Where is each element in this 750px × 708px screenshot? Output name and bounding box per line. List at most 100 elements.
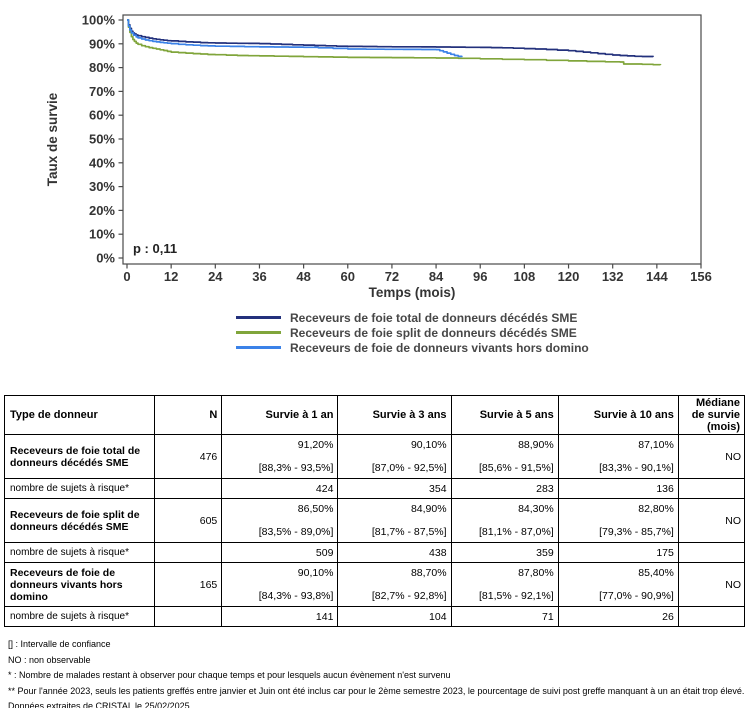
x-axis-title: Temps (mois) xyxy=(369,285,456,300)
survival-estimate: 88,70% xyxy=(410,567,447,579)
at-risk-count-cell: 136 xyxy=(557,478,679,499)
survival-estimate: 86,50% xyxy=(297,503,334,515)
confidence-interval: [83,3% - 90,1%] xyxy=(599,462,674,474)
risk-row: nombre de sujets à risque* 509 438 359 175 xyxy=(3,542,746,563)
x-tick-label: 36 xyxy=(252,269,266,284)
survival-chart-section: 0% 10% 20% 30% 40% 50% 60% 70% 80% 90% 100% 0 12 24 36… xyxy=(0,0,750,301)
donor-type-cell: Receveurs de foie split de donneurs décé… xyxy=(3,498,156,543)
confidence-interval: [84,3% - 93,8%] xyxy=(258,590,334,602)
y-tick-label: 60% xyxy=(89,108,115,123)
risk-label-cell: nombre de sujets à risque* xyxy=(3,478,156,499)
at-risk-count-cell: 283 xyxy=(450,478,559,499)
footnotes: [] : Intervalle de confiance NO : non obs… xyxy=(8,637,750,708)
estimate-cell: 88,90% [85,6% - 91,5%] xyxy=(450,434,559,479)
confidence-interval: [77,0% - 90,9%] xyxy=(599,590,674,602)
footnote-line: ** Pour l'année 2023, seuls les patients… xyxy=(8,685,745,696)
estimate-cell: 84,90% [81,7% - 87,5%] xyxy=(337,498,452,543)
y-tick-label: 70% xyxy=(89,84,115,99)
survival-estimate: 90,10% xyxy=(297,567,334,579)
x-tick-label: 108 xyxy=(514,269,536,284)
survival-chart: 0% 10% 20% 30% 40% 50% 60% 70% 80% 90% 100% 0 12 24 36… xyxy=(45,13,712,301)
column-header: Médiane de survie (mois) xyxy=(677,395,746,435)
confidence-interval: [81,7% - 87,5%] xyxy=(371,526,447,538)
estimate-cell: 87,10% [83,3% - 90,1%] xyxy=(557,434,679,479)
column-header: Survie à 10 ans xyxy=(557,395,679,435)
estimate-cell: 90,10% [87,0% - 92,5%] xyxy=(337,434,452,479)
n-cell: 605 xyxy=(154,498,223,543)
legend-line-swatch xyxy=(236,346,281,349)
estimate-cell: 84,30% [81,1% - 87,0%] xyxy=(450,498,559,543)
y-tick-label: 0% xyxy=(96,251,115,266)
survival-estimate: 82,80% xyxy=(638,503,674,515)
p-value-label: p : 0,11 xyxy=(133,241,177,256)
legend-item: Receveurs de foie split de donneurs décé… xyxy=(236,325,750,340)
y-tick-label: 20% xyxy=(89,203,115,218)
estimate-cell: 82,80% [79,3% - 85,7%] xyxy=(557,498,679,543)
at-risk-count-cell: 354 xyxy=(337,478,452,499)
survival-estimate: 85,40% xyxy=(638,567,674,579)
risk-label-cell: nombre de sujets à risque* xyxy=(3,606,156,627)
survival-estimate: 84,90% xyxy=(410,503,447,515)
empty-cell xyxy=(154,542,223,563)
risk-row: nombre de sujets à risque* 141 104 71 26 xyxy=(3,606,746,627)
survival-curve-2 xyxy=(127,19,662,66)
legend-label: Receveurs de foie total de donneurs décé… xyxy=(290,310,578,325)
survival-estimate: 87,10% xyxy=(638,439,674,451)
at-risk-count-cell: 26 xyxy=(557,606,679,627)
empty-cell xyxy=(677,606,746,627)
legend: Receveurs de foie total de donneurs décé… xyxy=(236,310,750,355)
n-cell: 165 xyxy=(154,562,223,607)
footnote-line: [] : Intervalle de confiance xyxy=(8,639,111,649)
empty-cell xyxy=(154,478,223,499)
median-cell: NO xyxy=(677,434,746,479)
x-tick-label: 0 xyxy=(123,269,130,284)
estimate-cell: 86,50% [83,5% - 89,0%] xyxy=(221,498,339,543)
survival-estimate: 84,30% xyxy=(518,503,554,515)
confidence-interval: [85,6% - 91,5%] xyxy=(478,462,554,474)
x-tick-label: 72 xyxy=(385,269,399,284)
column-header: Survie à 1 an xyxy=(221,395,339,435)
estimate-cell: 88,70% [82,7% - 92,8%] xyxy=(337,562,452,607)
confidence-interval: [81,1% - 87,0%] xyxy=(478,526,554,538)
legend-line-swatch xyxy=(236,331,281,334)
confidence-interval: [82,7% - 92,8%] xyxy=(371,590,447,602)
x-tick-label: 84 xyxy=(429,269,444,284)
median-cell: NO xyxy=(677,498,746,543)
group-row: Receveurs de foie total de donneurs décé… xyxy=(3,434,746,479)
y-axis-title: Taux de survie xyxy=(45,92,60,186)
x-tick-label: 144 xyxy=(646,269,668,284)
legend-item: Receveurs de foie total de donneurs décé… xyxy=(236,310,750,325)
plot-border xyxy=(122,14,702,265)
donor-type-cell: Receveurs de foie de donneurs vivants ho… xyxy=(3,562,156,607)
footnote-line: * : Nombre de malades restant à observer… xyxy=(8,670,451,680)
confidence-interval: [81,5% - 92,1%] xyxy=(478,590,554,602)
y-tick-label: 80% xyxy=(89,60,115,75)
empty-cell xyxy=(677,478,746,499)
estimate-cell: 87,80% [81,5% - 92,1%] xyxy=(450,562,559,607)
estimate-cell: 90,10% [84,3% - 93,8%] xyxy=(221,562,339,607)
x-tick-label: 120 xyxy=(558,269,580,284)
at-risk-count-cell: 175 xyxy=(557,542,679,563)
y-tick-label: 10% xyxy=(89,227,115,242)
x-tick-label: 24 xyxy=(208,269,223,284)
footnote-line: NO : non observable xyxy=(8,654,91,665)
empty-cell xyxy=(154,606,223,627)
survival-estimate: 88,90% xyxy=(518,439,554,451)
x-tick-label: 60 xyxy=(341,269,355,284)
y-tick-label: 30% xyxy=(89,179,115,194)
n-cell: 476 xyxy=(154,434,223,479)
legend-label: Receveurs de foie de donneurs vivants ho… xyxy=(290,340,589,355)
confidence-interval: [87,0% - 92,5%] xyxy=(371,462,447,474)
column-header: N xyxy=(154,395,223,435)
confidence-interval: [79,3% - 85,7%] xyxy=(599,526,674,538)
at-risk-count-cell: 141 xyxy=(221,606,339,627)
y-tick-label: 50% xyxy=(89,132,115,147)
survival-estimate: 87,80% xyxy=(518,567,554,579)
y-tick-label: 40% xyxy=(89,155,115,170)
group-row: Receveurs de foie de donneurs vivants ho… xyxy=(3,562,746,607)
at-risk-count-cell: 359 xyxy=(450,542,559,563)
confidence-interval: [88,3% - 93,5%] xyxy=(258,462,334,474)
y-tick-label: 90% xyxy=(89,36,115,51)
legend-line-swatch xyxy=(236,316,281,319)
